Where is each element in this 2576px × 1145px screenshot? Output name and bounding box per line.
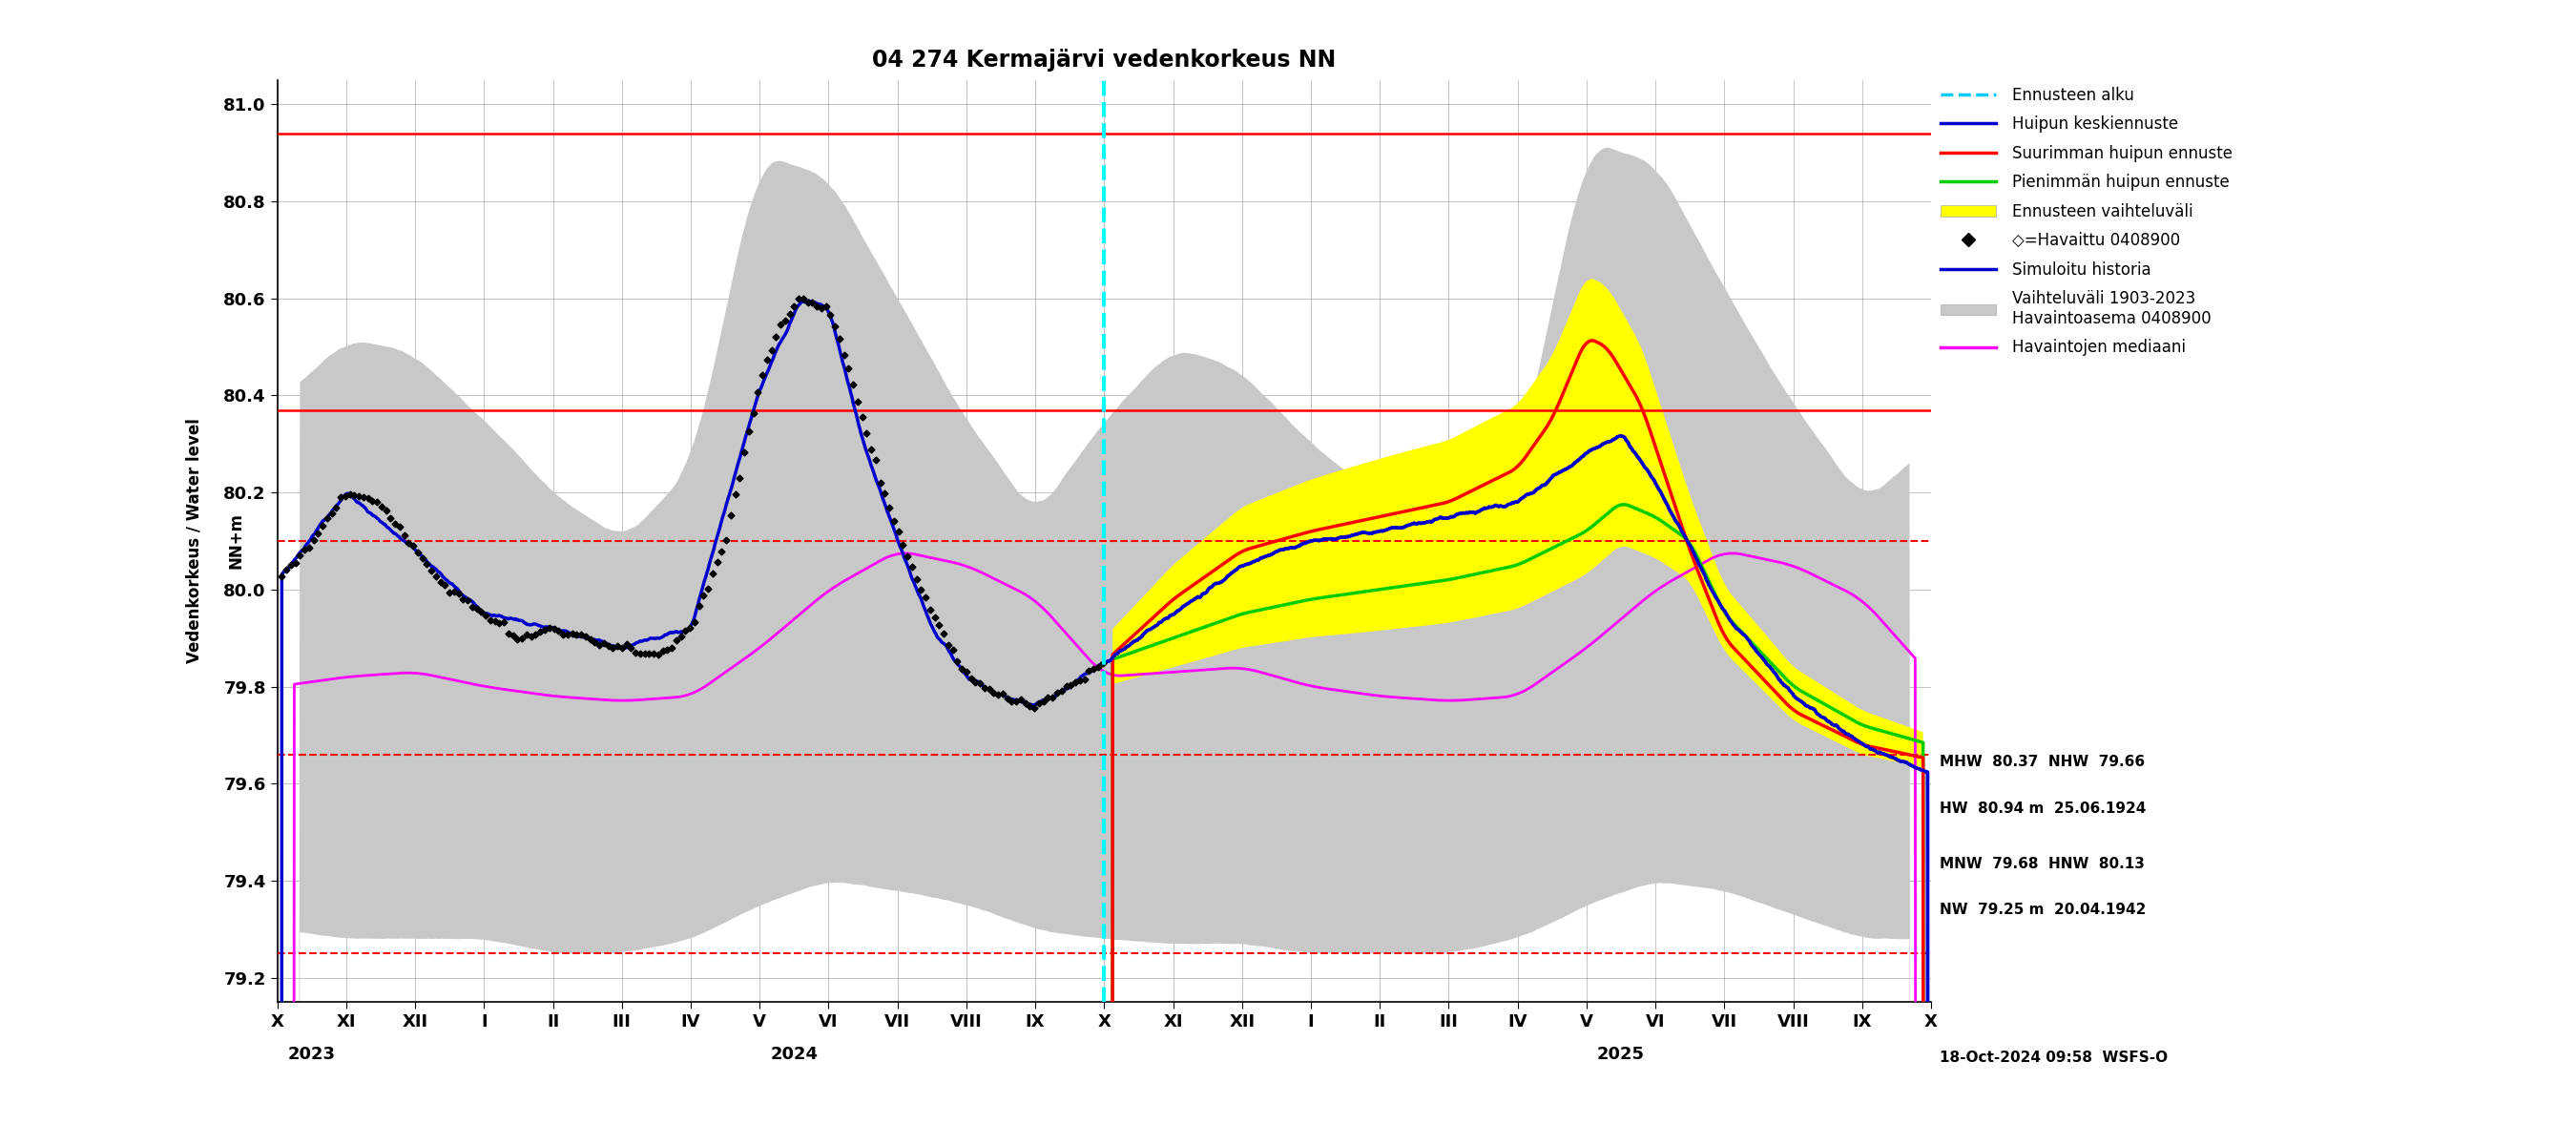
Text: HW  80.94 m  25.06.1924: HW 80.94 m 25.06.1924: [1940, 802, 2146, 815]
Text: 2024: 2024: [770, 1045, 819, 1063]
Text: 18-Oct-2024 09:58  WSFS-O: 18-Oct-2024 09:58 WSFS-O: [1940, 1050, 2166, 1065]
Text: NN+m: NN+m: [227, 513, 245, 569]
Text: Vedenkorkeus / Water level: Vedenkorkeus / Water level: [185, 418, 204, 664]
Text: NW  79.25 m  20.04.1942: NW 79.25 m 20.04.1942: [1940, 902, 2146, 917]
Legend: Ennusteen alku, Huipun keskiennuste, Suurimman huipun ennuste, Pienimmän huipun : Ennusteen alku, Huipun keskiennuste, Suu…: [1935, 80, 2239, 363]
Text: 2023: 2023: [289, 1045, 335, 1063]
Text: MHW  80.37  NHW  79.66: MHW 80.37 NHW 79.66: [1940, 755, 2146, 769]
Title: 04 274 Kermajärvi vedenkorkeus NN: 04 274 Kermajärvi vedenkorkeus NN: [873, 48, 1337, 71]
Text: 2025: 2025: [1597, 1045, 1646, 1063]
Text: MNW  79.68  HNW  80.13: MNW 79.68 HNW 80.13: [1940, 856, 2143, 871]
